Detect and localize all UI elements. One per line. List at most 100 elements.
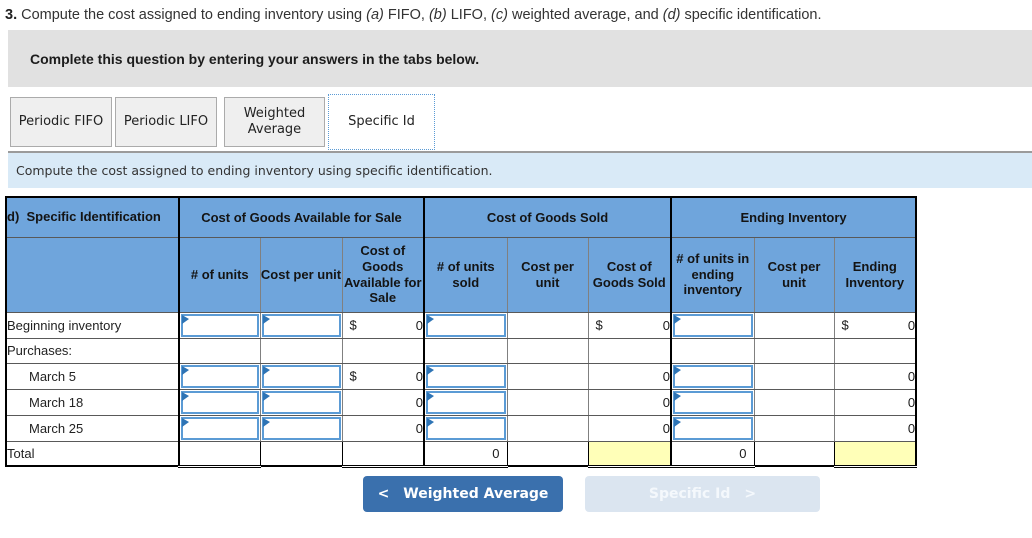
row-label: Total xyxy=(6,441,179,466)
col-header-cost-per-unit: Cost per unit xyxy=(259,236,343,313)
answer-input[interactable] xyxy=(181,364,259,388)
flag-icon xyxy=(182,365,189,375)
currency-symbol: $ xyxy=(841,317,849,333)
ending-value-cell: 0 xyxy=(833,362,917,390)
next-button-label: Specific Id xyxy=(648,486,731,502)
flag-icon xyxy=(674,391,682,401)
cogas-value-cell: 0 xyxy=(341,414,425,442)
cogas-value-cell: $0 xyxy=(341,362,425,390)
title-text-italic: (c) xyxy=(491,7,508,23)
flag-icon xyxy=(427,391,435,401)
answer-input[interactable] xyxy=(426,390,506,414)
empty-cell xyxy=(506,388,589,416)
flag-icon xyxy=(427,417,435,427)
empty-cell xyxy=(260,441,342,466)
tab-label: Specific Id xyxy=(348,113,415,129)
instruction-bar: Compute the cost assigned to ending inve… xyxy=(8,151,1032,188)
empty-cell xyxy=(753,362,835,390)
currency-symbol: $ xyxy=(349,317,357,333)
total-units-sold-cell: 0 xyxy=(423,440,508,468)
tab-periodic-fifo[interactable]: Periodic FIFO xyxy=(10,97,112,147)
cell-value: 0 xyxy=(907,317,916,333)
specific-id-table: d) Specific Identification Cost of Goods… xyxy=(5,196,918,468)
answer-input[interactable] xyxy=(181,416,259,440)
cost-per-unit-cell xyxy=(259,311,343,339)
col-header-cogs: Cost of Goods Sold xyxy=(587,236,672,313)
empty-cell xyxy=(670,337,755,364)
table-row: Beginning inventory $0 $0 $0 xyxy=(5,311,917,339)
units-sold-cell xyxy=(423,311,508,339)
next-tab-button[interactable]: Specific Id > xyxy=(585,476,820,512)
ending-value-cell: 0 xyxy=(833,414,917,442)
empty-cell xyxy=(506,414,589,442)
col-header-ending-inventory: Ending Inventory xyxy=(833,236,917,313)
title-text-italic: (d) xyxy=(662,7,681,23)
tab-weighted-average[interactable]: Weighted Average xyxy=(224,97,325,147)
flag-icon xyxy=(182,417,189,427)
answer-input[interactable] xyxy=(426,313,506,337)
answer-input[interactable] xyxy=(426,364,506,388)
row-label: March 25 xyxy=(5,414,180,442)
title-text: FIFO, xyxy=(383,7,429,23)
units-cell xyxy=(178,414,261,442)
empty-cell xyxy=(833,337,917,364)
empty-cell xyxy=(507,441,588,466)
banner: Complete this question by entering your … xyxy=(8,30,1032,87)
col-header-units-sold: # of units sold xyxy=(423,236,508,313)
row-label: March 18 xyxy=(5,388,180,416)
answer-input[interactable] xyxy=(261,390,341,414)
ending-value-cell: 0 xyxy=(833,388,917,416)
total-cogas-cell xyxy=(341,440,425,468)
title-text-italic: (b) xyxy=(428,7,447,23)
cogs-value-cell: 0 xyxy=(587,388,672,416)
table-row: March 18 0 0 0 xyxy=(5,388,917,416)
cell-value: 0 xyxy=(907,368,916,384)
cogs-value-cell: 0 xyxy=(587,414,672,442)
table-row: March 25 0 0 0 xyxy=(5,414,917,442)
units-ending-cell xyxy=(670,311,755,339)
cell-value: 0 xyxy=(415,368,424,384)
empty-cell xyxy=(341,337,425,364)
flag-icon xyxy=(262,314,270,324)
units-ending-cell xyxy=(670,388,755,416)
col-header-cogas: Cost of Goods Available for Sale xyxy=(341,236,425,313)
tab-periodic-lifo[interactable]: Periodic LIFO xyxy=(115,97,217,147)
group-header-available: Cost of Goods Available for Sale xyxy=(177,196,425,238)
answer-input[interactable] xyxy=(673,416,753,440)
chevron-right-icon: > xyxy=(744,486,757,502)
tab-specific-id[interactable]: Specific Id xyxy=(328,94,435,150)
flag-icon xyxy=(427,365,435,375)
total-cogs-highlight-cell xyxy=(587,440,672,468)
row-label: March 5 xyxy=(5,362,180,390)
currency-symbol: $ xyxy=(349,368,357,384)
empty-cell xyxy=(506,362,589,390)
answer-input[interactable] xyxy=(181,313,259,337)
answer-input[interactable] xyxy=(673,313,753,337)
flag-icon xyxy=(427,314,435,324)
col-header-units: # of units xyxy=(178,236,261,313)
answer-input[interactable] xyxy=(261,313,341,337)
title-text-italic: (a) xyxy=(366,7,384,23)
cell-value: 0 xyxy=(415,420,424,436)
prev-tab-button[interactable]: < Weighted Average xyxy=(363,476,563,512)
tab-label: Periodic LIFO xyxy=(123,113,209,129)
flag-icon xyxy=(674,365,682,375)
answer-input[interactable] xyxy=(673,364,753,388)
instruction-text: Compute the cost assigned to ending inve… xyxy=(16,163,493,178)
answer-input[interactable] xyxy=(261,416,341,440)
units-sold-cell xyxy=(423,362,508,390)
units-ending-cell xyxy=(670,362,755,390)
flag-icon xyxy=(262,391,270,401)
answer-input[interactable] xyxy=(181,390,259,414)
answer-input[interactable] xyxy=(261,364,341,388)
answer-input[interactable] xyxy=(426,416,506,440)
units-sold-cell xyxy=(423,388,508,416)
answer-input[interactable] xyxy=(673,390,753,414)
empty-cell xyxy=(753,388,835,416)
empty-cell xyxy=(506,337,589,364)
banner-text: Complete this question by entering your … xyxy=(30,50,480,67)
row-label: Purchases: xyxy=(5,337,180,364)
total-ending-highlight-cell xyxy=(833,440,917,468)
question-number: 3. xyxy=(5,7,18,23)
tab-label: Periodic FIFO xyxy=(18,113,104,129)
